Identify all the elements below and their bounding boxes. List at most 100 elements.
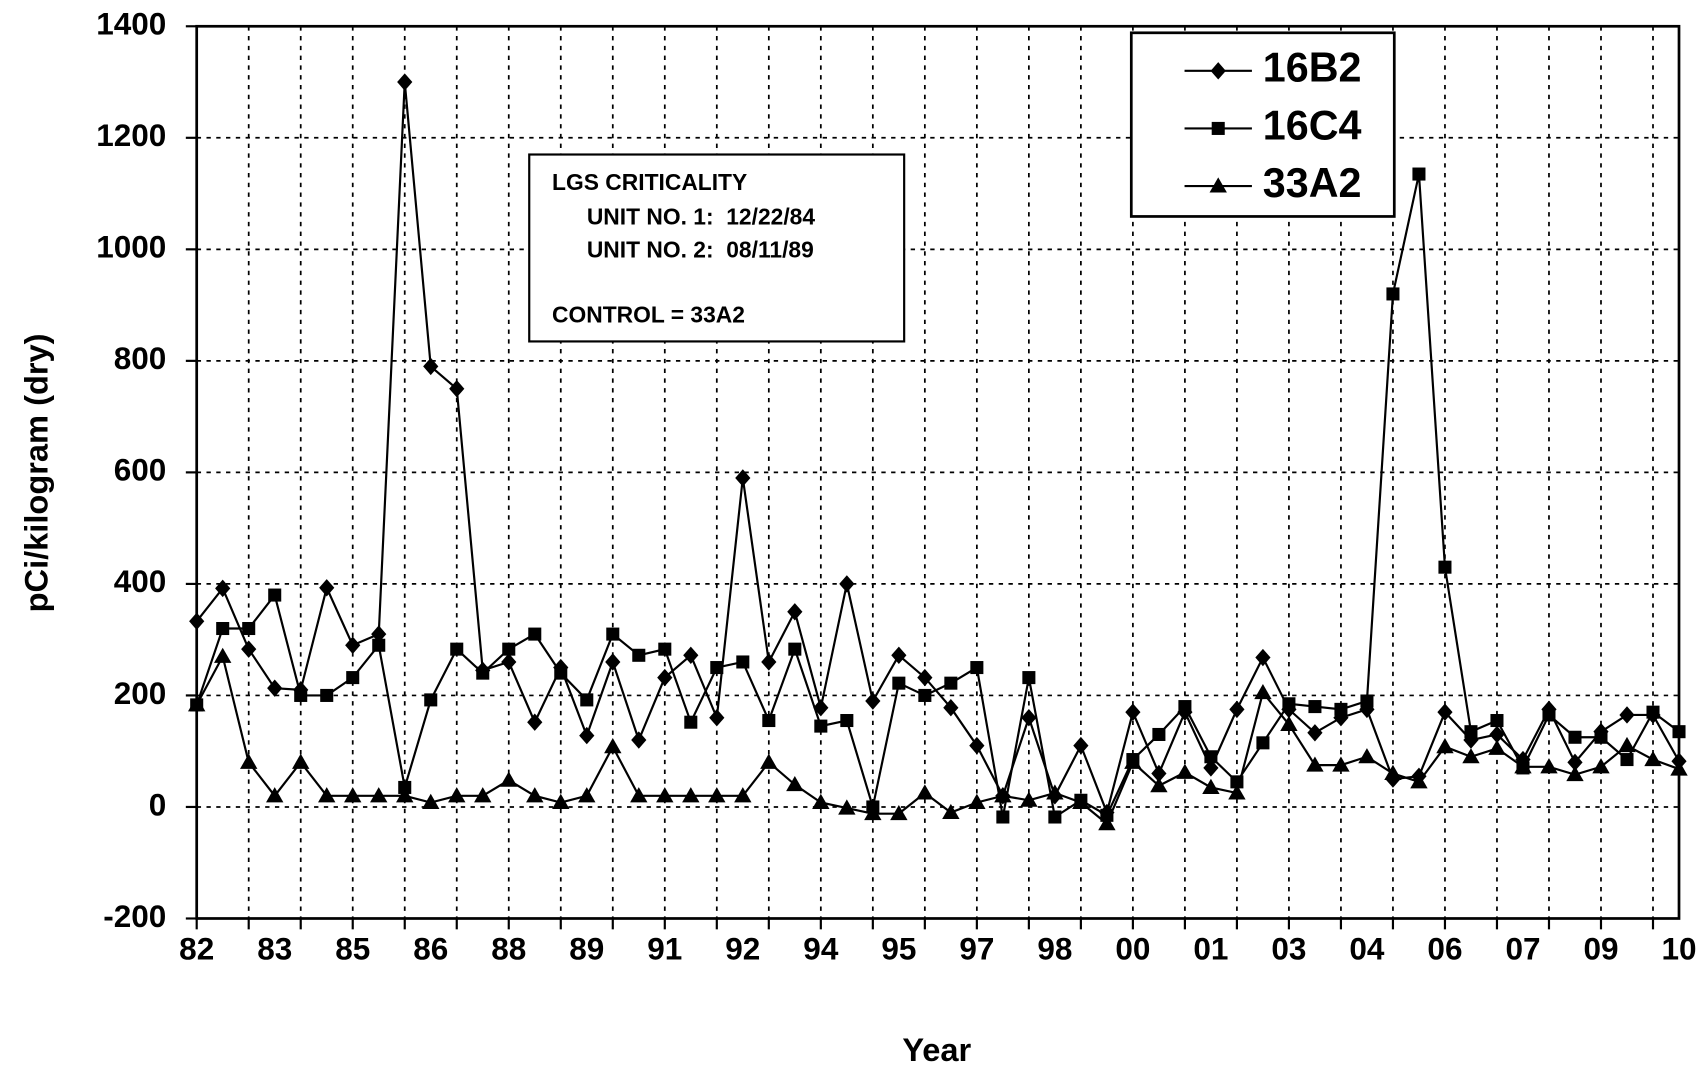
x-tick-label: 10	[1661, 930, 1696, 966]
point	[944, 676, 958, 690]
point	[476, 666, 490, 680]
series-line	[195, 81, 1680, 817]
point	[1566, 765, 1584, 782]
point	[1254, 683, 1272, 700]
x-tick-label: 04	[1349, 930, 1385, 966]
x-tick-label: 97	[959, 930, 994, 966]
point	[320, 688, 334, 702]
x-tick-label: 06	[1427, 930, 1462, 966]
point	[370, 787, 388, 803]
point	[1514, 758, 1532, 774]
point	[1282, 697, 1296, 711]
x-tick-label: 82	[179, 930, 214, 966]
point	[1620, 753, 1634, 767]
point	[1360, 694, 1374, 708]
point	[656, 787, 674, 803]
point	[1202, 778, 1220, 794]
x-tick-label: 95	[881, 930, 916, 966]
point	[578, 787, 596, 803]
point	[942, 803, 960, 820]
x-axis-label: Year	[902, 1031, 971, 1068]
point	[1256, 736, 1270, 750]
point	[736, 655, 750, 669]
point	[916, 784, 934, 800]
legend-label: 33A2	[1263, 160, 1362, 206]
point	[580, 693, 594, 707]
point	[422, 793, 440, 810]
point	[761, 653, 777, 671]
point	[527, 713, 543, 731]
point	[1568, 730, 1582, 744]
point	[1020, 791, 1038, 807]
x-tick-label: 86	[413, 930, 448, 966]
point	[1384, 764, 1402, 781]
point	[657, 668, 673, 687]
point	[1280, 715, 1298, 731]
point	[1022, 671, 1036, 685]
point	[1176, 763, 1194, 779]
y-tick-label: 1200	[96, 117, 166, 153]
legend-label: 16C4	[1263, 102, 1362, 148]
point	[1178, 700, 1192, 714]
x-tick-label: 98	[1037, 930, 1072, 966]
point	[710, 661, 724, 675]
point	[294, 688, 308, 702]
point	[1152, 727, 1166, 741]
series-line	[195, 653, 1680, 826]
point	[968, 793, 986, 810]
point	[526, 787, 544, 803]
point	[632, 648, 646, 662]
point	[682, 787, 700, 803]
point	[1151, 764, 1167, 783]
point	[371, 625, 387, 643]
point	[1210, 62, 1226, 80]
x-tick-label: 00	[1115, 930, 1150, 966]
y-tick-label: 1000	[96, 229, 166, 265]
point	[1644, 750, 1662, 767]
point	[658, 642, 672, 656]
annotation: UNIT NO. 2: 08/11/89	[587, 236, 814, 262]
point	[606, 627, 620, 641]
point	[397, 73, 413, 91]
point	[266, 787, 284, 803]
x-tick-label: 94	[803, 930, 839, 966]
point	[1646, 705, 1660, 719]
point	[268, 588, 282, 602]
point	[579, 726, 595, 745]
point	[188, 696, 206, 712]
point	[214, 647, 232, 663]
point	[788, 642, 802, 656]
point	[1072, 793, 1090, 810]
point	[1204, 750, 1218, 764]
point	[318, 787, 336, 803]
point	[1229, 700, 1245, 719]
point	[1228, 784, 1246, 800]
point	[838, 799, 856, 815]
y-tick-label: 400	[114, 563, 167, 599]
annotation: LGS CRITICALITY	[552, 169, 747, 195]
y-tick-label: 1400	[96, 6, 166, 42]
plot-frame	[195, 24, 1681, 920]
point	[918, 688, 932, 702]
point	[892, 676, 906, 690]
point	[449, 380, 465, 398]
point	[1255, 648, 1271, 667]
point	[969, 736, 985, 755]
point	[1332, 756, 1350, 772]
y-tick-label: -200	[103, 898, 166, 934]
point	[631, 731, 647, 749]
point	[474, 787, 492, 803]
point	[1672, 725, 1686, 739]
point	[1464, 725, 1478, 739]
point	[1308, 700, 1322, 714]
point	[1211, 121, 1225, 135]
point	[630, 787, 648, 803]
point	[528, 627, 542, 641]
annotation-box	[528, 153, 906, 343]
x-tick-label: 85	[335, 930, 370, 966]
point	[501, 653, 517, 671]
point	[943, 699, 959, 717]
y-tick-label: 800	[114, 340, 167, 376]
point	[890, 804, 908, 821]
